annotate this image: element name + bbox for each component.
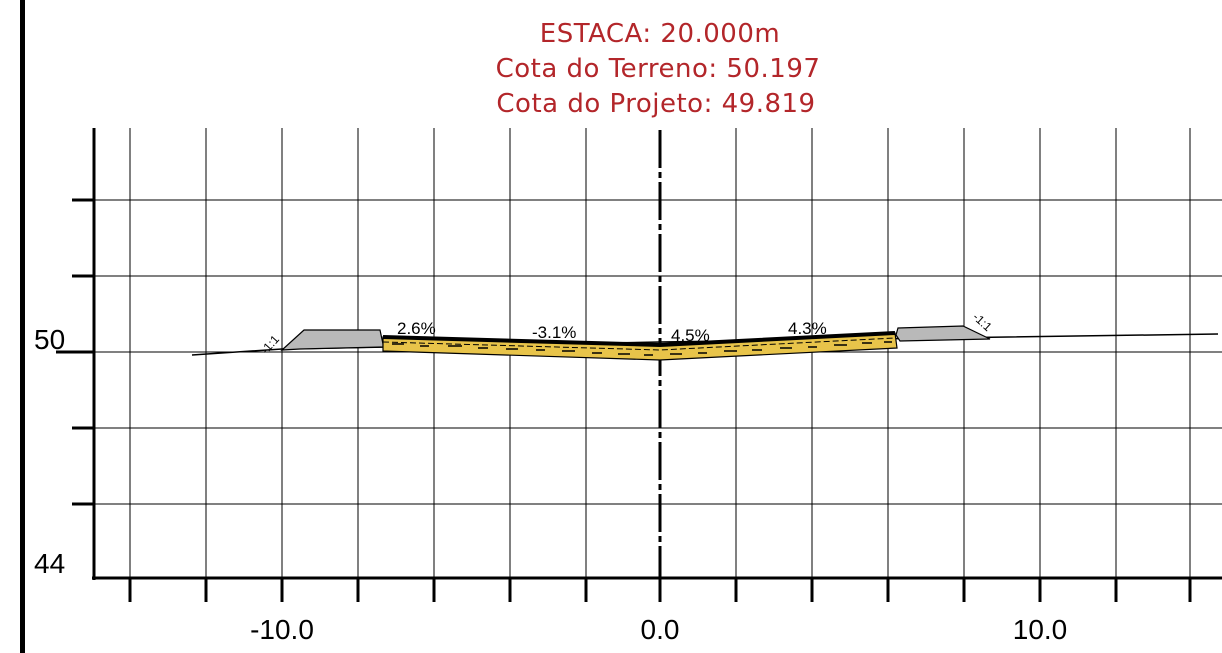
y-tick-label-50: 50	[34, 324, 65, 355]
x-axis-ticks	[128, 578, 1192, 602]
pavement-surface	[382, 331, 896, 348]
x-tick-label-minus-10: -10.0	[250, 614, 314, 645]
slope-label-right-lane: 4.5%	[671, 326, 710, 345]
slope-label-left-lane: -3.1%	[532, 323, 576, 342]
x-tick-label-0: 0.0	[641, 614, 680, 645]
terrain-elevation-label: Cota do Terreno: 50.197	[496, 54, 821, 84]
slope-label-left-shoulder: 2.6%	[397, 319, 436, 338]
pavement-sublayer	[382, 337, 896, 351]
left-embankment	[280, 329, 384, 351]
y-axis-ticks	[56, 198, 94, 506]
y-tick-label-44: 44	[34, 548, 65, 579]
x-tick-label-10: 10.0	[1013, 614, 1068, 645]
slope-ratio-left: -1:1	[258, 332, 282, 357]
frame-border-left	[20, 0, 25, 653]
slope-label-right-shoulder: 4.3%	[788, 319, 827, 338]
aggregate-texture	[392, 341, 892, 356]
station-title: ESTACA: 20.000m	[540, 19, 780, 49]
right-embankment	[895, 325, 991, 342]
project-elevation-label: Cota do Projeto: 49.819	[496, 89, 815, 119]
